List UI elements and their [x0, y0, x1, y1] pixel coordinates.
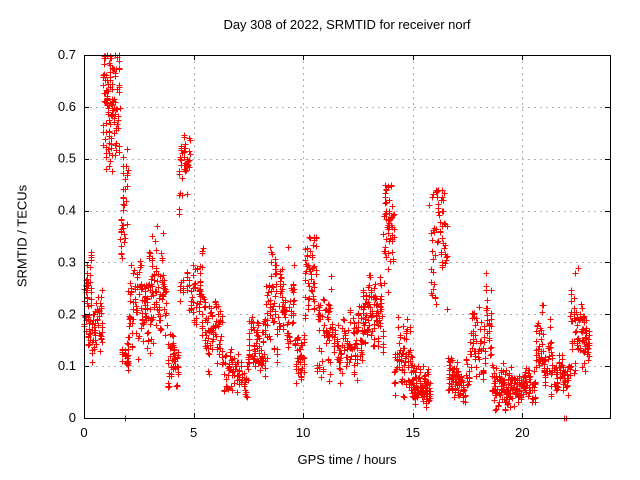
x-tick-label: 5: [190, 425, 197, 440]
y-tick-label: 0.4: [58, 203, 76, 218]
x-tick-label: 10: [296, 425, 310, 440]
y-tick-label: 0.5: [58, 151, 76, 166]
x-tick-label: 20: [515, 425, 529, 440]
y-tick-label: 0.6: [58, 99, 76, 114]
x-tick-label: 15: [406, 425, 420, 440]
chart-title: Day 308 of 2022, SRMTID for receiver nor…: [223, 17, 471, 32]
x-tick-label: 0: [80, 425, 87, 440]
y-tick-label: 0.2: [58, 306, 76, 321]
plot-border: [84, 55, 611, 419]
y-axis-label: SRMTID / TECUs: [14, 184, 30, 288]
x-axis-label: GPS time / hours: [297, 452, 397, 467]
y-tick-label: 0.1: [58, 358, 76, 373]
y-tick-label: 0.7: [58, 47, 76, 62]
y-tick-label: 0: [69, 410, 76, 425]
y-tick-label: 0.3: [58, 254, 76, 269]
